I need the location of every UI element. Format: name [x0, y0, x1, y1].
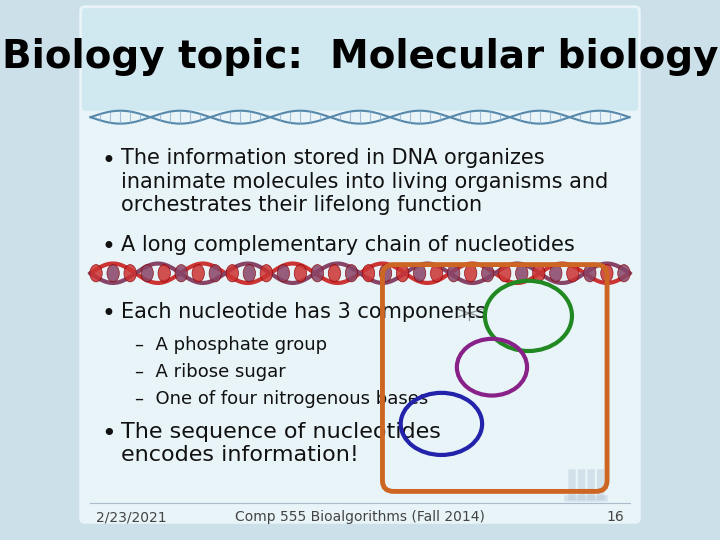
Text: Biology topic:  Molecular biology: Biology topic: Molecular biology: [1, 38, 719, 76]
Ellipse shape: [549, 265, 562, 282]
Text: Each nucleotide has 3 components: Each nucleotide has 3 components: [122, 302, 487, 322]
Ellipse shape: [431, 265, 443, 282]
Ellipse shape: [311, 265, 323, 282]
Text: •: •: [102, 302, 116, 326]
Text: •: •: [102, 235, 116, 259]
Ellipse shape: [600, 265, 613, 282]
Text: •: •: [102, 422, 117, 446]
Text: Comp 555 Bioalgorithms (Fall 2014): Comp 555 Bioalgorithms (Fall 2014): [235, 510, 485, 524]
Ellipse shape: [158, 265, 171, 282]
Ellipse shape: [243, 265, 256, 282]
Ellipse shape: [209, 265, 222, 282]
Ellipse shape: [464, 265, 477, 282]
Ellipse shape: [618, 265, 630, 282]
Text: –  A phosphate group: – A phosphate group: [135, 336, 328, 354]
Ellipse shape: [175, 265, 187, 282]
Ellipse shape: [447, 265, 460, 282]
Ellipse shape: [567, 265, 579, 282]
FancyBboxPatch shape: [82, 8, 638, 111]
Ellipse shape: [90, 265, 102, 282]
Text: 16: 16: [606, 510, 624, 524]
FancyBboxPatch shape: [578, 469, 585, 500]
Ellipse shape: [328, 265, 341, 282]
Text: The information stored in DNA organizes
inanimate molecules into living organism: The information stored in DNA organizes …: [122, 148, 608, 215]
Ellipse shape: [482, 265, 494, 282]
Ellipse shape: [141, 265, 153, 282]
Ellipse shape: [192, 265, 204, 282]
FancyBboxPatch shape: [588, 469, 595, 500]
Text: The sequence of nucleotides
encodes information!: The sequence of nucleotides encodes info…: [122, 422, 441, 465]
Text: •: •: [102, 148, 116, 172]
Ellipse shape: [533, 265, 545, 282]
Text: –  One of four nitrogenous bases: – One of four nitrogenous bases: [135, 390, 428, 408]
Ellipse shape: [584, 265, 596, 282]
Ellipse shape: [277, 265, 289, 282]
Text: –  A ribose sugar: – A ribose sugar: [135, 363, 286, 381]
Ellipse shape: [397, 265, 409, 282]
Ellipse shape: [107, 265, 120, 282]
Ellipse shape: [124, 265, 136, 282]
FancyBboxPatch shape: [564, 495, 608, 502]
FancyBboxPatch shape: [568, 469, 575, 500]
Text: 2/23/2021: 2/23/2021: [96, 510, 167, 524]
Ellipse shape: [362, 265, 374, 282]
Ellipse shape: [413, 265, 426, 282]
FancyBboxPatch shape: [79, 5, 641, 524]
Ellipse shape: [379, 265, 392, 282]
Ellipse shape: [346, 265, 358, 282]
Ellipse shape: [516, 265, 528, 282]
Ellipse shape: [294, 265, 307, 282]
FancyBboxPatch shape: [597, 469, 604, 500]
Ellipse shape: [498, 265, 511, 282]
Ellipse shape: [226, 265, 238, 282]
Ellipse shape: [260, 265, 273, 282]
Text: A long complementary chain of nucleotides: A long complementary chain of nucleotide…: [122, 235, 575, 255]
